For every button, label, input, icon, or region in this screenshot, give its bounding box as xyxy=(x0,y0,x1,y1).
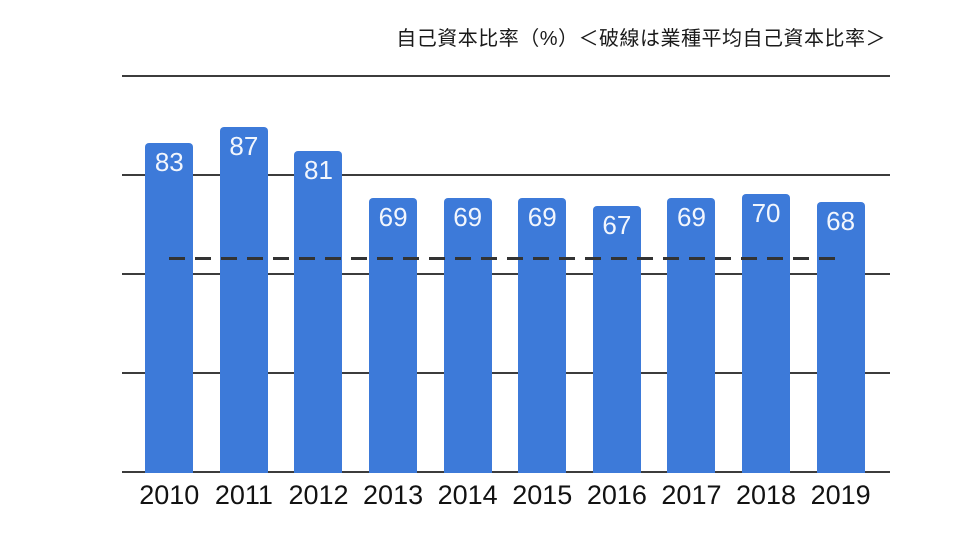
gridline-50 xyxy=(122,273,890,275)
bar-value-label: 69 xyxy=(676,202,706,233)
bar-2011: 87 xyxy=(219,126,268,473)
bar-2015: 69 xyxy=(518,198,567,473)
bar-slot-2017: 69 xyxy=(654,75,729,473)
x-axis-label-2012: 2012 xyxy=(288,480,349,510)
bar-2019: 68 xyxy=(816,202,865,473)
bar-2016: 67 xyxy=(592,206,641,473)
x-axis-label-2019: 2019 xyxy=(810,480,871,510)
bar-value-label: 69 xyxy=(378,202,408,233)
bar-2013: 69 xyxy=(369,198,418,473)
gridline-100 xyxy=(122,75,890,77)
bars-container: 83 87 81 69 69 69 67 69 70 68 xyxy=(132,75,878,473)
bar-slot-2011: 87 xyxy=(207,75,282,473)
bar-slot-2010: 83 xyxy=(132,75,207,473)
plot-area: 83 87 81 69 69 69 67 69 70 68 2010 2011 2012 2013 201… xyxy=(122,75,890,510)
gridline-25 xyxy=(122,372,890,374)
gridline-75 xyxy=(122,174,890,176)
bar-value-label: 81 xyxy=(304,154,333,185)
x-axis-labels: 2010 2011 2012 2013 2014 2015 2016 2017 2018 2019 xyxy=(132,480,878,511)
x-axis-label-2011: 2011 xyxy=(214,480,273,510)
x-axis-label-2010: 2010 xyxy=(139,480,200,510)
bar-2010: 83 xyxy=(145,142,194,473)
chart-title: 自己資本比率（%）＜破線は業種平均自己資本比率＞ xyxy=(396,28,886,50)
bar-slot-2018: 70 xyxy=(729,75,804,473)
x-axis-label-2013: 2013 xyxy=(363,480,424,510)
bar-value-label: 67 xyxy=(602,210,632,241)
x-axis-label-2017: 2017 xyxy=(661,480,722,510)
bar-slot-2019: 68 xyxy=(803,75,878,473)
bar-value-label: 69 xyxy=(527,202,557,233)
bar-slot-2016: 67 xyxy=(580,75,655,473)
bar-slot-2013: 69 xyxy=(356,75,431,473)
x-axis-line xyxy=(122,471,890,473)
bar-value-label: 70 xyxy=(751,198,781,229)
bar-2018: 70 xyxy=(742,194,791,473)
x-axis-label-2014: 2014 xyxy=(437,480,498,510)
bar-slot-2015: 69 xyxy=(505,75,580,473)
bar-slot-2012: 81 xyxy=(281,75,356,473)
x-axis-label-2016: 2016 xyxy=(586,480,647,510)
bar-2017: 69 xyxy=(667,198,716,473)
bar-value-label: 68 xyxy=(826,206,856,237)
bar-2012: 81 xyxy=(294,150,343,473)
bar-value-label: 87 xyxy=(229,130,259,161)
bar-2014: 69 xyxy=(443,198,492,473)
bar-value-label: 69 xyxy=(453,202,483,233)
x-axis-label-2015: 2015 xyxy=(512,480,573,510)
bar-slot-2014: 69 xyxy=(430,75,505,473)
bar-value-label: 83 xyxy=(154,146,184,177)
x-axis-label-2018: 2018 xyxy=(736,480,797,510)
industry-average-dashed-line xyxy=(169,256,841,260)
